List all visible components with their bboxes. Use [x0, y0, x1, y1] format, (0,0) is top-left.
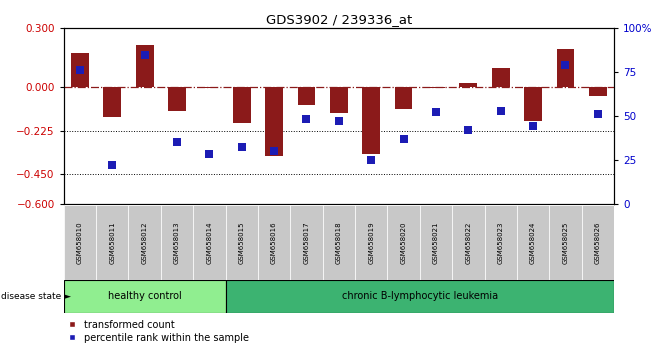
- Text: GSM658024: GSM658024: [530, 221, 536, 264]
- Point: [269, 148, 280, 154]
- Bar: [492, 68, 509, 87]
- Text: GSM658018: GSM658018: [336, 221, 342, 264]
- Bar: [291, 205, 323, 280]
- Bar: [362, 87, 380, 154]
- Bar: [201, 87, 218, 88]
- Point: [140, 52, 150, 57]
- Bar: [225, 280, 614, 313]
- Bar: [258, 205, 291, 280]
- Bar: [136, 45, 154, 87]
- Bar: [298, 87, 315, 105]
- Bar: [323, 205, 355, 280]
- Text: GSM658016: GSM658016: [271, 221, 277, 264]
- Point: [366, 157, 376, 162]
- Bar: [265, 87, 283, 156]
- Bar: [64, 280, 225, 313]
- Bar: [517, 205, 550, 280]
- Bar: [524, 87, 542, 121]
- Title: GDS3902 / 239336_at: GDS3902 / 239336_at: [266, 13, 412, 26]
- Bar: [460, 83, 477, 87]
- Text: disease state ►: disease state ►: [1, 292, 70, 301]
- Bar: [355, 205, 387, 280]
- Legend: transformed count, percentile rank within the sample: transformed count, percentile rank withi…: [68, 320, 249, 343]
- Bar: [161, 205, 193, 280]
- Bar: [395, 87, 413, 109]
- Bar: [589, 87, 607, 96]
- Point: [107, 162, 117, 168]
- Text: GSM658020: GSM658020: [401, 221, 407, 264]
- Point: [560, 62, 571, 68]
- Point: [527, 124, 538, 129]
- Bar: [550, 205, 582, 280]
- Text: GSM658021: GSM658021: [433, 221, 439, 264]
- Bar: [225, 205, 258, 280]
- Bar: [103, 87, 121, 117]
- Point: [301, 116, 312, 122]
- Point: [495, 108, 506, 114]
- Bar: [484, 205, 517, 280]
- Point: [463, 127, 474, 133]
- Text: GSM658026: GSM658026: [595, 221, 601, 264]
- Text: GSM658022: GSM658022: [465, 221, 471, 264]
- Point: [172, 139, 183, 145]
- Text: GSM658013: GSM658013: [174, 221, 180, 264]
- Bar: [330, 87, 348, 113]
- Bar: [420, 205, 452, 280]
- Text: GSM658025: GSM658025: [562, 221, 568, 264]
- Text: chronic B-lymphocytic leukemia: chronic B-lymphocytic leukemia: [342, 291, 498, 302]
- Point: [204, 152, 215, 157]
- Point: [74, 68, 85, 73]
- Point: [431, 110, 442, 115]
- Bar: [233, 87, 251, 123]
- Text: healthy control: healthy control: [108, 291, 182, 302]
- Text: GSM658011: GSM658011: [109, 221, 115, 264]
- Text: GSM658015: GSM658015: [239, 221, 245, 264]
- Bar: [168, 87, 186, 111]
- Point: [592, 112, 603, 117]
- Bar: [556, 49, 574, 87]
- Bar: [193, 205, 225, 280]
- Text: GSM658010: GSM658010: [77, 221, 83, 264]
- Point: [236, 145, 247, 150]
- Bar: [96, 205, 128, 280]
- Text: GSM658012: GSM658012: [142, 221, 148, 264]
- Text: GSM658023: GSM658023: [498, 221, 504, 264]
- Bar: [387, 205, 420, 280]
- Text: GSM658017: GSM658017: [303, 221, 309, 264]
- Bar: [128, 205, 161, 280]
- Point: [398, 136, 409, 142]
- Bar: [582, 205, 614, 280]
- Text: GSM658019: GSM658019: [368, 221, 374, 264]
- Text: GSM658014: GSM658014: [207, 221, 213, 264]
- Bar: [427, 87, 445, 88]
- Point: [333, 118, 344, 124]
- Bar: [452, 205, 484, 280]
- Bar: [64, 205, 96, 280]
- Bar: [71, 53, 89, 87]
